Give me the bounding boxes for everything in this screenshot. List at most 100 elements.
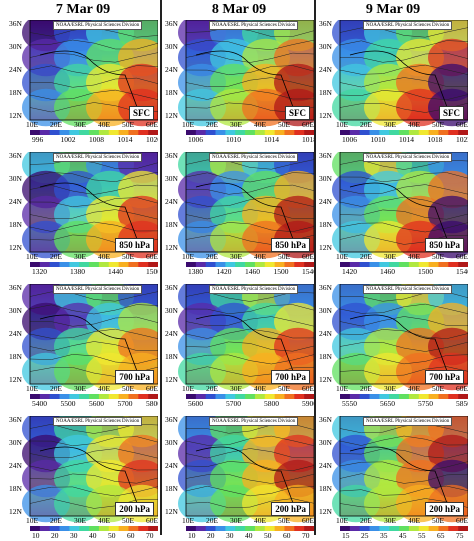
pressure-level-label: 200 hPa [271, 502, 310, 516]
longitude-label: 10E [336, 120, 349, 129]
contour-line [185, 172, 314, 183]
colorbar-swatch [294, 526, 305, 531]
colorbar-swatch [118, 394, 129, 399]
colorbar-tick-label: 5700 [226, 399, 241, 408]
colorbar-tick-label: 70 [146, 531, 154, 540]
colorbar-swatch [59, 262, 70, 267]
longitude-label: 20E [206, 252, 219, 261]
colorbar-tick-label: 40 [245, 531, 253, 540]
colorbar-swatch [89, 130, 100, 135]
colorbar-swatch [438, 262, 449, 267]
colorbar-swatch [418, 262, 429, 267]
colorbar-tick-label: 5600 [188, 399, 203, 408]
latitude-label: 12N [165, 375, 179, 384]
colorbar-swatch [245, 526, 256, 531]
longitude-label: 10E [182, 120, 195, 129]
noaa-credit-label: NOAA/ESRL Physical Sciences Division [53, 153, 143, 162]
contour-line [339, 329, 468, 339]
contour-line [185, 52, 314, 63]
coastline [39, 314, 141, 380]
column-separator [160, 0, 162, 535]
noaa-credit-label: NOAA/ESRL Physical Sciences Division [209, 417, 299, 426]
colorbar-swatch [49, 262, 60, 267]
colorbar-swatch [428, 262, 439, 267]
contour-line [339, 184, 468, 195]
colorbar-tick-label: 50 [264, 531, 272, 540]
contour-line [185, 89, 314, 100]
colorbar-swatch [274, 130, 285, 135]
contour-line [339, 353, 468, 365]
colorbar-swatch [284, 262, 295, 267]
colorbar-tick-label: 1014 [399, 135, 414, 144]
longitude-label: 60E [456, 252, 468, 261]
colorbar-tick-label: 50 [108, 531, 116, 540]
longitude-label: 30E [74, 120, 87, 129]
longitude-label: 50E [122, 384, 135, 393]
longitude-label: 60E [146, 120, 158, 129]
colorbar-swatch [340, 262, 351, 267]
latitude-label: 30N [165, 306, 179, 315]
latitude-label: 18N [165, 220, 179, 229]
longitude-label: 60E [302, 120, 314, 129]
colorbar-swatch [349, 526, 360, 531]
latitude-label: 18N [9, 220, 23, 229]
colorbar-swatch [294, 262, 305, 267]
latitude-label: 30N [319, 174, 333, 183]
colorbar-tick-label: 5400 [32, 399, 47, 408]
longitude-label: 30E [74, 384, 87, 393]
colorbar-tick-label: 1540 [456, 267, 468, 276]
map-frame [339, 152, 468, 253]
colorbar-swatch [284, 394, 295, 399]
colorbar-swatch [195, 262, 206, 267]
colorbar-swatch [408, 262, 420, 267]
colorbar-swatch [148, 394, 158, 399]
latitude-label: 36N [165, 152, 179, 160]
contour-line [29, 473, 158, 484]
longitude-label: 30E [230, 120, 243, 129]
colorbar-tick-label: 1460 [380, 267, 395, 276]
longitude-label: 10E [26, 384, 39, 393]
colorbar-swatch [274, 526, 285, 531]
latitude-label: 30N [9, 42, 23, 51]
colorbar-tick-label: 996 [32, 135, 44, 144]
colorbar-swatch [49, 130, 60, 135]
noaa-credit-label: NOAA/ESRL Physical Sciences Division [363, 21, 453, 30]
colorbar-swatch [369, 526, 380, 531]
longitude-label: 60E [456, 384, 468, 393]
longitude-label: 30E [74, 516, 87, 525]
colorbar-swatch [448, 130, 459, 135]
colorbar-swatch [389, 394, 400, 399]
longitude-label: 60E [302, 516, 314, 525]
colorbar-tick-label: 55 [418, 531, 426, 540]
colorbar-swatch [195, 130, 206, 135]
contour-line [339, 234, 468, 245]
colorbar-swatch [98, 394, 110, 399]
map-frame [185, 20, 314, 121]
pressure-level-label: SFC [284, 106, 310, 120]
longitude-label: 20E [206, 120, 219, 129]
colorbar-swatch [458, 526, 468, 531]
contour-line [339, 473, 468, 484]
colorbar-tick-label: 1500 [418, 267, 433, 276]
colorbar-swatch [148, 130, 158, 135]
longitude-label: 30E [384, 516, 397, 525]
colorbar-tick-label: 30 [226, 531, 234, 540]
contour-line [29, 52, 158, 63]
contour-line [29, 209, 158, 220]
longitude-label: 40E [98, 252, 111, 261]
colorbar-swatch [30, 526, 41, 531]
colorbar-swatch [264, 526, 275, 531]
colorbar-tick-label: 1018 [428, 135, 443, 144]
colorbar-swatch [438, 394, 449, 399]
colorbar-swatch [254, 130, 266, 135]
latitude-label: 36N [165, 20, 179, 28]
longitude-label: 20E [360, 252, 373, 261]
contour-line [185, 473, 314, 484]
latitude-label: 36N [9, 416, 23, 424]
longitude-label: 10E [182, 384, 195, 393]
contour-line [29, 65, 158, 76]
latitude-label: 24N [9, 197, 23, 206]
colorbar-swatch [98, 262, 110, 267]
colorbar-swatch [186, 394, 197, 399]
